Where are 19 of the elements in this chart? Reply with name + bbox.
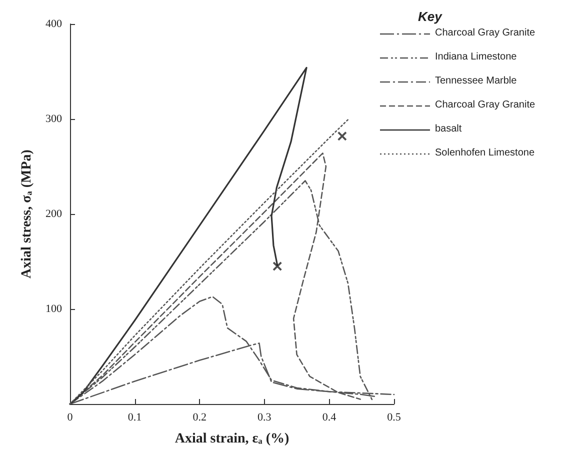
y-tick-label: 200	[46, 208, 62, 220]
legend-title: Key	[418, 9, 443, 24]
y-tick-label: 400	[46, 18, 62, 30]
x-tick-label: 0.3	[258, 412, 272, 424]
legend-label: basalt	[435, 124, 462, 134]
legend-label: Charcoal Gray Granite	[435, 28, 536, 38]
x-axis-title: Axial strain, εₐ (%)	[174, 432, 290, 446]
y-axis-title: Axial stress, σₐ (MPa)	[20, 149, 34, 278]
legend-label: Solenhofen Limestone	[435, 148, 535, 158]
x-tick-label: 0.1	[128, 412, 142, 424]
legend-label: Charcoal Gray Granite	[435, 100, 536, 110]
x-tick-label: 0.4	[322, 412, 337, 424]
x-tick-label: 0.2	[192, 412, 206, 424]
x-tick-label: 0	[67, 412, 74, 424]
y-tick-label: 300	[46, 113, 62, 125]
x-tick-label: 0.5	[387, 412, 402, 424]
legend-label: Indiana Limestone	[435, 52, 518, 62]
legend-label: Tennessee Marble	[435, 76, 518, 86]
y-tick-label: 100	[46, 303, 62, 315]
